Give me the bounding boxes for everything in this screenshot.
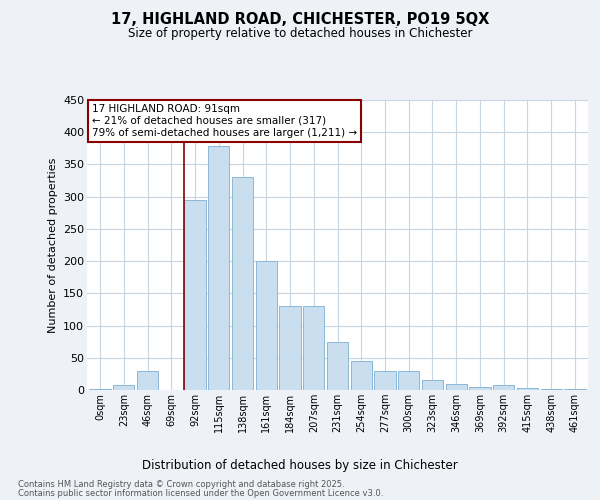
Bar [446,384,467,390]
Y-axis label: Number of detached properties: Number of detached properties [47,158,58,332]
Bar [493,385,514,390]
Bar [422,380,443,390]
Bar [541,388,562,390]
Bar [469,387,491,390]
Bar [398,370,419,390]
Bar [256,261,277,390]
Bar [350,361,372,390]
Text: 17, HIGHLAND ROAD, CHICHESTER, PO19 5QX: 17, HIGHLAND ROAD, CHICHESTER, PO19 5QX [111,12,489,28]
Bar [303,306,325,390]
Bar [89,388,111,390]
Text: Distribution of detached houses by size in Chichester: Distribution of detached houses by size … [142,460,458,472]
Bar [184,200,206,390]
Bar [280,306,301,390]
Text: Contains public sector information licensed under the Open Government Licence v3: Contains public sector information licen… [18,488,383,498]
Bar [232,178,253,390]
Text: Contains HM Land Registry data © Crown copyright and database right 2025.: Contains HM Land Registry data © Crown c… [18,480,344,489]
Text: Size of property relative to detached houses in Chichester: Size of property relative to detached ho… [128,28,472,40]
Text: 17 HIGHLAND ROAD: 91sqm
← 21% of detached houses are smaller (317)
79% of semi-d: 17 HIGHLAND ROAD: 91sqm ← 21% of detache… [92,104,357,138]
Bar [137,370,158,390]
Bar [327,342,348,390]
Bar [564,388,586,390]
Bar [113,385,134,390]
Bar [374,370,395,390]
Bar [517,388,538,390]
Bar [208,146,229,390]
